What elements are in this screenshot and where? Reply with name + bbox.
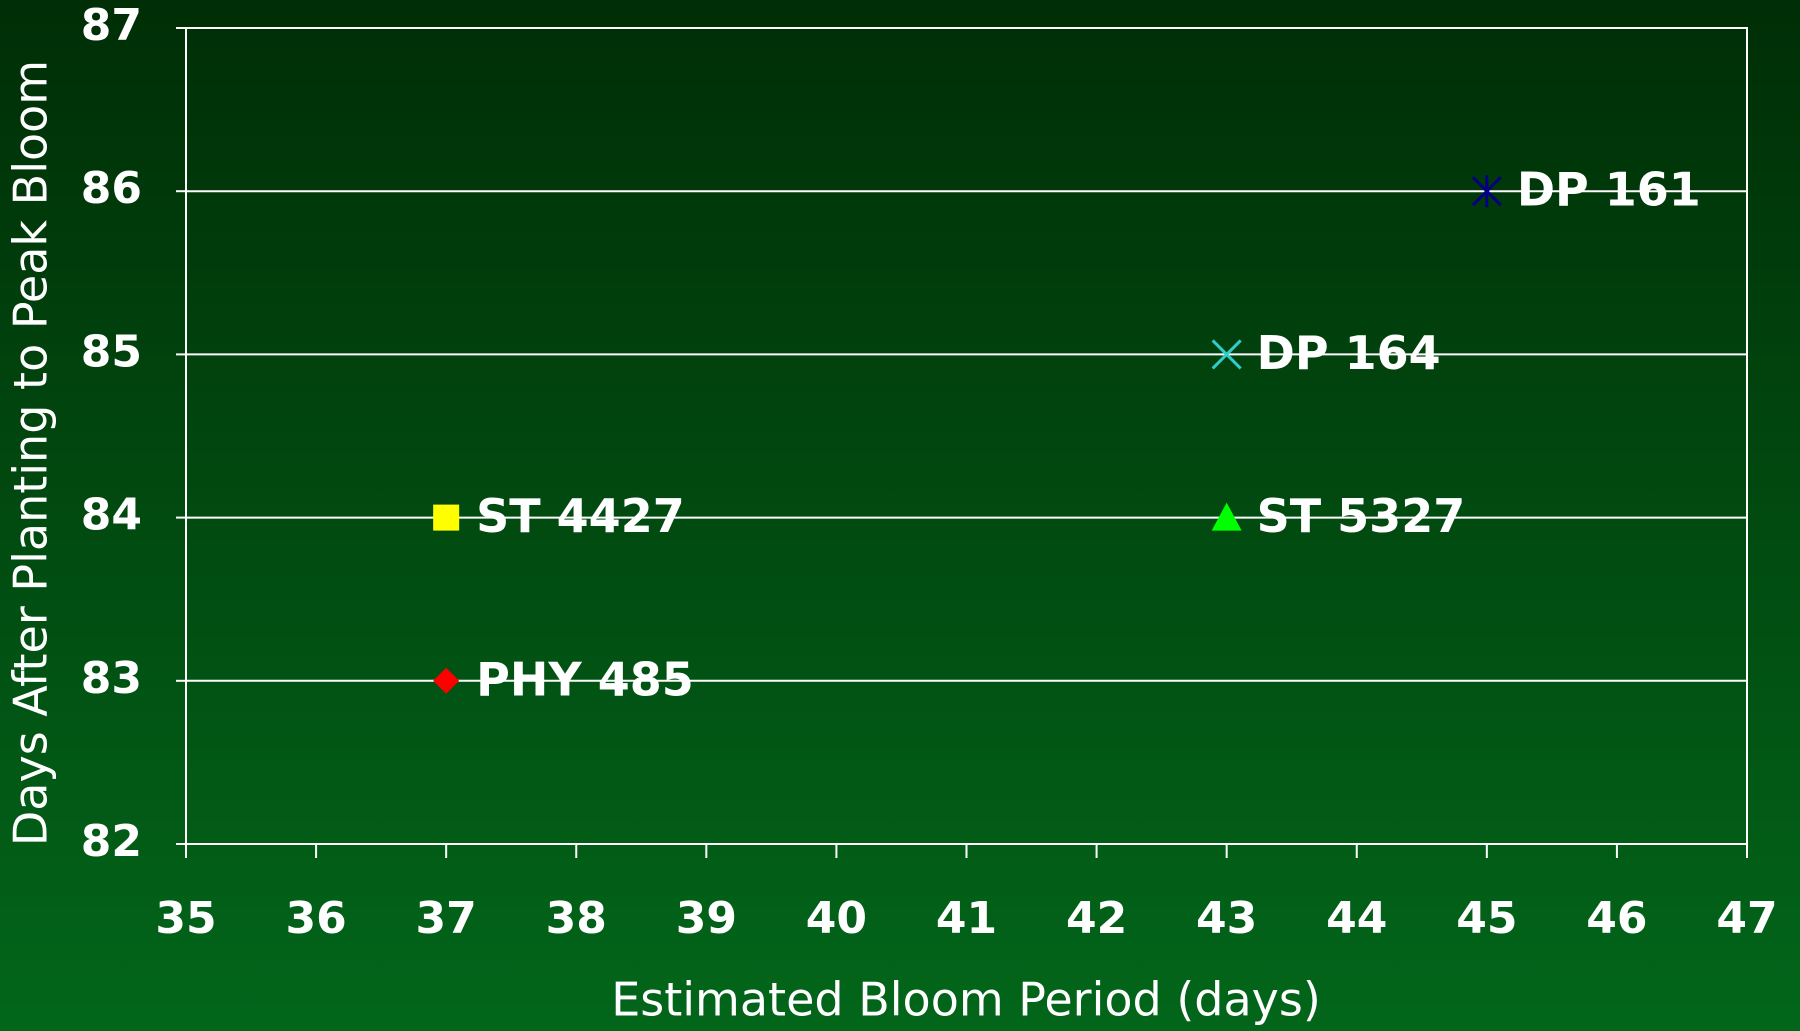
point-label: PHY 485: [476, 652, 694, 706]
y-axis-title: Days After Planting to Peak Bloom: [4, 60, 58, 846]
point: [1211, 502, 1242, 531]
point: [433, 667, 460, 694]
x-tick-label: 44: [1326, 893, 1387, 944]
x-tick-label: 35: [155, 893, 216, 944]
x-tick-label: 47: [1716, 893, 1777, 944]
point-label: ST 5327: [1257, 489, 1466, 543]
x-tick-label: 40: [806, 893, 867, 944]
point-label: DP 161: [1517, 163, 1701, 217]
point-label: DP 164: [1257, 326, 1441, 380]
x-tick-label: 37: [416, 893, 477, 944]
x-tick-label: 46: [1586, 893, 1647, 944]
x-tick-label: 42: [1066, 893, 1127, 944]
y-tick-label: 82: [81, 816, 142, 867]
y-tick-label: 87: [81, 0, 142, 51]
x-tick-label: 39: [676, 893, 737, 944]
point: [1211, 339, 1242, 370]
y-tick-label: 86: [81, 163, 142, 214]
point: [433, 504, 460, 531]
point-label: ST 4427: [476, 489, 685, 543]
x-axis-title: Estimated Bloom Period (days): [611, 973, 1321, 1027]
x-tick-label: 36: [285, 893, 346, 944]
y-tick-label: 84: [81, 490, 142, 541]
y-tick-label: 83: [81, 653, 142, 704]
x-tick-label: 45: [1456, 893, 1517, 944]
x-tick-label: 41: [936, 893, 997, 944]
y-tick-label: 85: [81, 326, 142, 377]
x-tick-label: 38: [546, 893, 607, 944]
x-tick-label: 43: [1196, 893, 1257, 944]
point: [1471, 175, 1502, 208]
plot-frame: [185, 27, 1748, 845]
